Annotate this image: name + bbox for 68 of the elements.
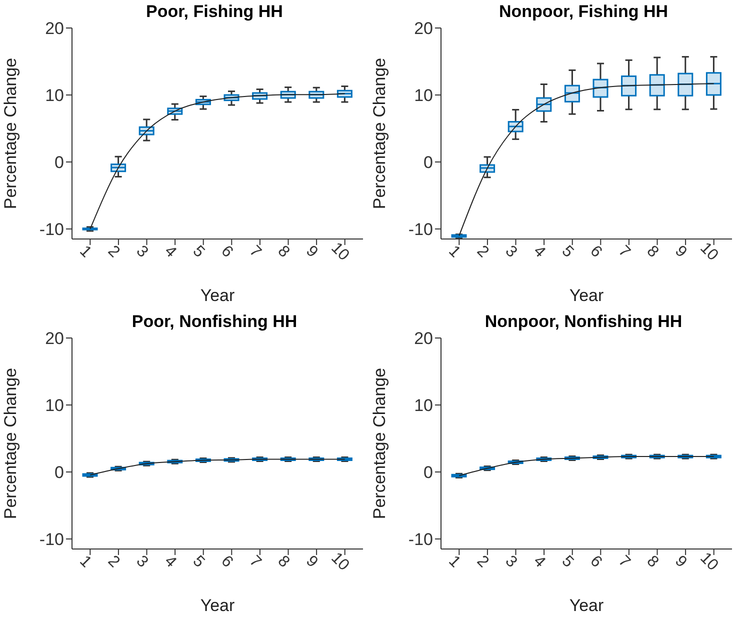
x-tick-label: 3 <box>502 552 520 571</box>
x-tick-label: 6 <box>586 242 606 262</box>
x-tick-label: 6 <box>218 242 236 262</box>
x-tick-label: 2 <box>104 242 123 262</box>
y-tick-label: 20 <box>45 19 64 38</box>
x-tick-label: 10 <box>696 240 722 264</box>
x-tick-label: 4 <box>161 552 180 571</box>
y-tick-label: -10 <box>39 220 64 239</box>
x-tick-label: 8 <box>643 242 662 262</box>
x-tick-label: 5 <box>189 242 208 262</box>
x-tick-label: 7 <box>246 242 264 262</box>
x-tick-label: 2 <box>473 242 492 262</box>
y-tick-label: 10 <box>414 396 433 415</box>
x-tick-label: 9 <box>672 242 690 262</box>
x-tick-label: 4 <box>161 242 180 262</box>
x-tick-label: 7 <box>614 242 634 262</box>
x-tick-label: 5 <box>189 552 208 571</box>
y-tick-label: -10 <box>39 529 64 548</box>
chart-title: Poor, Fishing HH <box>146 2 283 21</box>
y-tick-label: 10 <box>45 86 64 106</box>
x-tick-label: 3 <box>502 242 520 262</box>
y-tick-label: 10 <box>414 86 433 106</box>
y-tick-label: 0 <box>424 153 433 172</box>
x-tick-label: 7 <box>246 552 264 571</box>
x-tick-label: 3 <box>132 242 152 262</box>
x-tick-label: 8 <box>274 242 293 262</box>
x-tick-label: 10 <box>328 549 352 574</box>
y-axis-title: Percentage Change <box>1 367 20 519</box>
chart-title: Poor, Nonfishing HH <box>132 312 298 330</box>
x-tick-label: 1 <box>445 242 464 262</box>
y-tick-label: 20 <box>45 328 64 348</box>
x-tick-label: 8 <box>274 552 293 571</box>
y-tick-label: 10 <box>45 396 64 415</box>
x-tick-label: 6 <box>586 552 606 571</box>
y-tick-label: 0 <box>54 153 64 172</box>
y-axis-title: Percentage Change <box>370 58 390 210</box>
y-tick-label: 0 <box>424 462 433 482</box>
x-tick-label: 1 <box>76 552 95 571</box>
x-tick-label: 6 <box>218 552 236 571</box>
chart-title: Nonpoor, Nonfishing HH <box>484 312 682 330</box>
x-tick-label: 9 <box>302 242 321 262</box>
x-tick-label: 9 <box>672 552 690 571</box>
x-tick-label: 7 <box>614 552 634 571</box>
y-tick-label: 20 <box>414 328 433 348</box>
x-axis-title: Year <box>200 596 236 614</box>
y-tick-label: -10 <box>408 220 433 239</box>
x-tick-label: 3 <box>132 552 152 571</box>
y-axis-title: Percentage Change <box>370 367 390 519</box>
x-tick-label: 5 <box>558 552 577 571</box>
chart-title: Nonpoor, Fishing HH <box>498 2 668 21</box>
x-tick-label: 9 <box>302 552 321 571</box>
x-tick-label: 4 <box>530 552 548 571</box>
y-tick-label: -10 <box>408 529 433 548</box>
y-axis-title: Percentage Change <box>1 58 20 210</box>
x-axis-title: Year <box>569 596 604 614</box>
x-axis-title: Year <box>200 286 236 305</box>
x-tick-label: 8 <box>643 552 662 571</box>
x-axis-title: Year <box>569 286 604 305</box>
x-tick-label: 5 <box>558 242 577 262</box>
x-tick-label: 4 <box>530 242 548 262</box>
x-tick-label: 10 <box>328 240 352 264</box>
x-tick-label: 1 <box>445 552 464 571</box>
x-tick-label: 2 <box>473 552 492 571</box>
x-tick-label: 2 <box>104 552 123 571</box>
x-tick-label: 1 <box>76 242 95 262</box>
y-tick-label: 0 <box>54 462 64 482</box>
y-tick-label: 20 <box>414 19 433 38</box>
x-tick-label: 10 <box>696 549 722 574</box>
